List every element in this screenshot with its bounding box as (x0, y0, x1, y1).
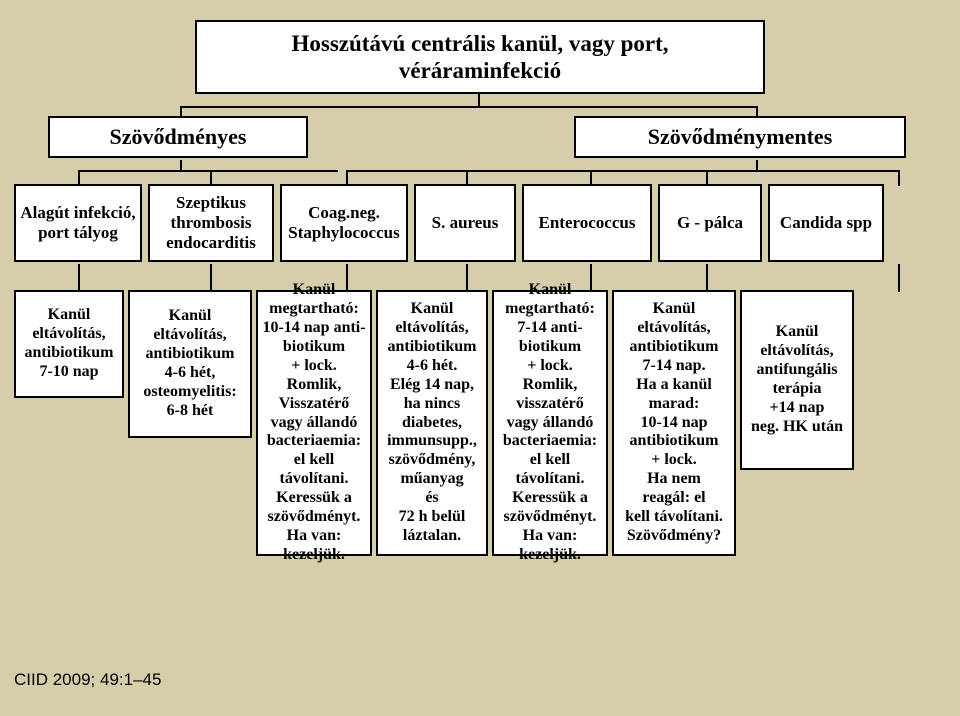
leaf-c: Kanül megtartható: 10-14 nap anti- bioti… (256, 290, 372, 556)
node-septic-thrombosis: Szeptikus thrombosis endocarditis (148, 184, 274, 262)
node-s-aureus: S. aureus (414, 184, 516, 262)
row-level3: Alagút infekció, port tályog Szeptikus t… (14, 184, 946, 262)
leaf-a: Kanül eltávolítás, antibiotikum 7-10 nap (14, 290, 124, 398)
leaf-d: Kanül eltávolítás, antibiotikum 4-6 hét.… (376, 290, 488, 556)
leaf-g: Kanül eltávolítás, antifungális terápia … (740, 290, 854, 470)
node-uncomplicated: Szövődménymentes (574, 116, 906, 158)
leaf-f: Kanül eltávolítás, antibiotikum 7-14 nap… (612, 290, 736, 556)
node-candida: Candida spp (768, 184, 884, 262)
leaf-b: Kanül eltávolítás, antibiotikum 4-6 hét,… (128, 290, 252, 438)
root-title: Hosszútávú centrális kanül, vagy port, v… (195, 20, 765, 94)
node-tunnel-infection: Alagút infekció, port tályog (14, 184, 142, 262)
title-line1: Hosszútávú centrális kanül, vagy port, (292, 31, 669, 56)
node-complicated: Szövődményes (48, 116, 308, 158)
row-level2: Szövődményes Szövődménymentes (14, 116, 946, 158)
node-enterococcus: Enterococcus (522, 184, 652, 262)
leaf-e: Kanül megtartható: 7-14 anti- biotikum +… (492, 290, 608, 556)
node-gram-neg-rod: G - pálca (658, 184, 762, 262)
title-line2: véráraminfekció (399, 58, 561, 83)
row-level4: Kanül eltávolítás, antibiotikum 7-10 nap… (14, 290, 946, 556)
node-coag-neg-staph: Coag.neg. Staphylococcus (280, 184, 408, 262)
citation: CIID 2009; 49:1–45 (14, 670, 161, 690)
